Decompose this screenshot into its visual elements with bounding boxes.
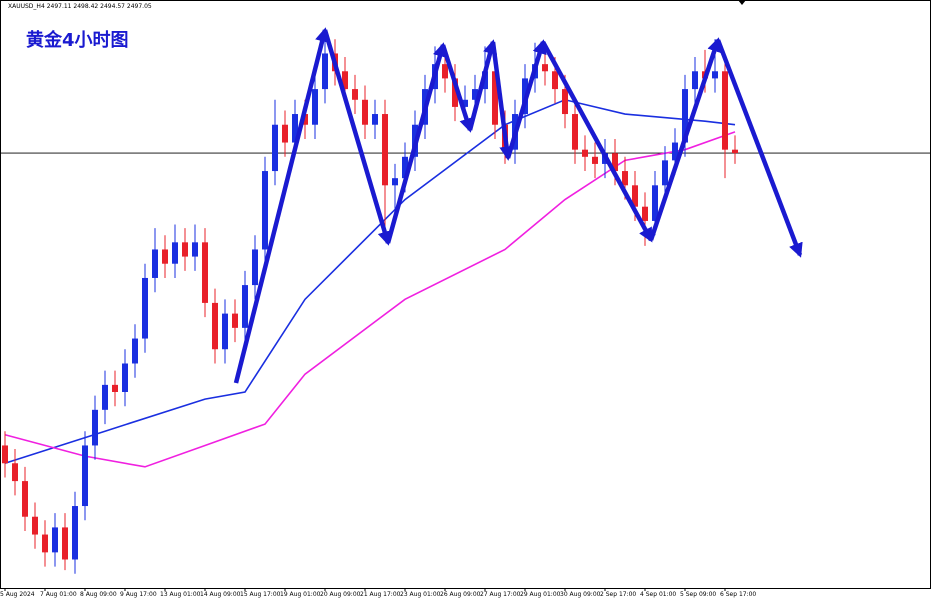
candle-body (282, 124, 288, 143)
candle-body (592, 156, 598, 164)
x-tick-label: 15 Aug 17:00 (240, 591, 281, 598)
candle-body (632, 185, 638, 207)
x-tick-label: 4 Sep 01:00 (640, 591, 676, 598)
candle-body (692, 71, 698, 90)
candle-body (242, 285, 248, 328)
candle-body (662, 160, 668, 186)
candle-body (402, 156, 408, 179)
x-tick-label: 20 Aug 09:00 (320, 591, 361, 598)
candle-body (472, 89, 478, 100)
candle-body (22, 481, 28, 517)
candle-body (452, 78, 458, 107)
candle-body (562, 89, 568, 115)
x-tick-label: 26 Aug 09:00 (440, 591, 481, 598)
chart-header: XAUUSD_H4 2497.11 2498.42 2494.57 2497.0… (8, 3, 152, 10)
candle-body (12, 463, 18, 482)
candle-body (192, 242, 198, 257)
candle-body (2, 445, 8, 464)
candle-body (122, 363, 128, 392)
candle-body (222, 313, 228, 350)
candle-body (712, 71, 718, 79)
candle-body (612, 153, 618, 172)
candle-body (392, 178, 398, 186)
candle-body (342, 71, 348, 90)
candle-body (312, 89, 318, 125)
plot-frame (0, 0, 931, 589)
candle-body (52, 527, 58, 553)
candle-body (552, 71, 558, 90)
x-tick-label: 5 Sep 09:00 (680, 591, 716, 598)
x-tick-label: 8 Aug 09:00 (80, 591, 117, 598)
moving-average (4, 98, 736, 465)
candle-body (92, 409, 98, 446)
candle-body (82, 445, 88, 507)
candle-body (172, 242, 178, 264)
candle-body (582, 149, 588, 157)
candle-body (622, 171, 628, 186)
x-tick-label: 9 Aug 17:00 (120, 591, 157, 598)
candle-body (132, 338, 138, 364)
candle-body (672, 142, 678, 161)
candle-body (252, 249, 258, 286)
x-tick-label: 13 Aug 01:00 (160, 591, 201, 598)
chart-title: 黄金4小时图 (26, 29, 129, 51)
zigzag-annotation (233, 27, 803, 384)
x-tick-label: 30 Aug 09:00 (560, 591, 601, 598)
candle-body (272, 124, 278, 172)
candle-body (682, 89, 688, 143)
candle-body (292, 114, 298, 143)
candle-body (112, 384, 118, 392)
candle-body (152, 249, 158, 278)
x-tick-label: 23 Aug 01:00 (400, 591, 441, 598)
x-tick-label: 19 Aug 01:00 (280, 591, 321, 598)
x-tick-label: 6 Sep 17:00 (720, 591, 756, 598)
x-tick-label: 29 Aug 01:00 (520, 591, 561, 598)
moving-average (4, 131, 736, 468)
candle-body (232, 313, 238, 328)
candle-body (382, 114, 388, 186)
x-tick-label: 7 Aug 01:00 (40, 591, 77, 598)
candle-body (162, 249, 168, 264)
candle-body (572, 114, 578, 150)
candle-body (362, 99, 368, 125)
candle-body (102, 384, 108, 410)
candle-body (142, 277, 148, 339)
x-tick-label: 14 Aug 09:00 (200, 591, 241, 598)
x-tick-label: 2 Sep 17:00 (600, 591, 636, 598)
candle-body (722, 71, 728, 150)
x-tick-label: 27 Aug 17:00 (480, 591, 521, 598)
x-tick-label: 5 Aug 2024 (0, 591, 35, 598)
candle-body (642, 206, 648, 221)
candle-body (322, 53, 328, 90)
x-tick-label: 21 Aug 17:00 (360, 591, 401, 598)
candle-body (462, 99, 468, 107)
candle-body (492, 71, 498, 125)
candle-body (652, 185, 658, 221)
candle-body (442, 64, 448, 79)
candle-body (352, 89, 358, 100)
candle-body (202, 242, 208, 303)
candle-body (42, 534, 48, 553)
shift-marker (738, 0, 746, 5)
candle-body (542, 64, 548, 72)
candle-body (372, 114, 378, 125)
candle-body (212, 302, 218, 350)
candle-body (182, 242, 188, 257)
candle-body (302, 114, 308, 125)
candle-body (32, 516, 38, 535)
candle-body (732, 149, 738, 154)
candle-body (62, 527, 68, 560)
candle-body (72, 506, 78, 560)
candle-body (262, 171, 268, 250)
